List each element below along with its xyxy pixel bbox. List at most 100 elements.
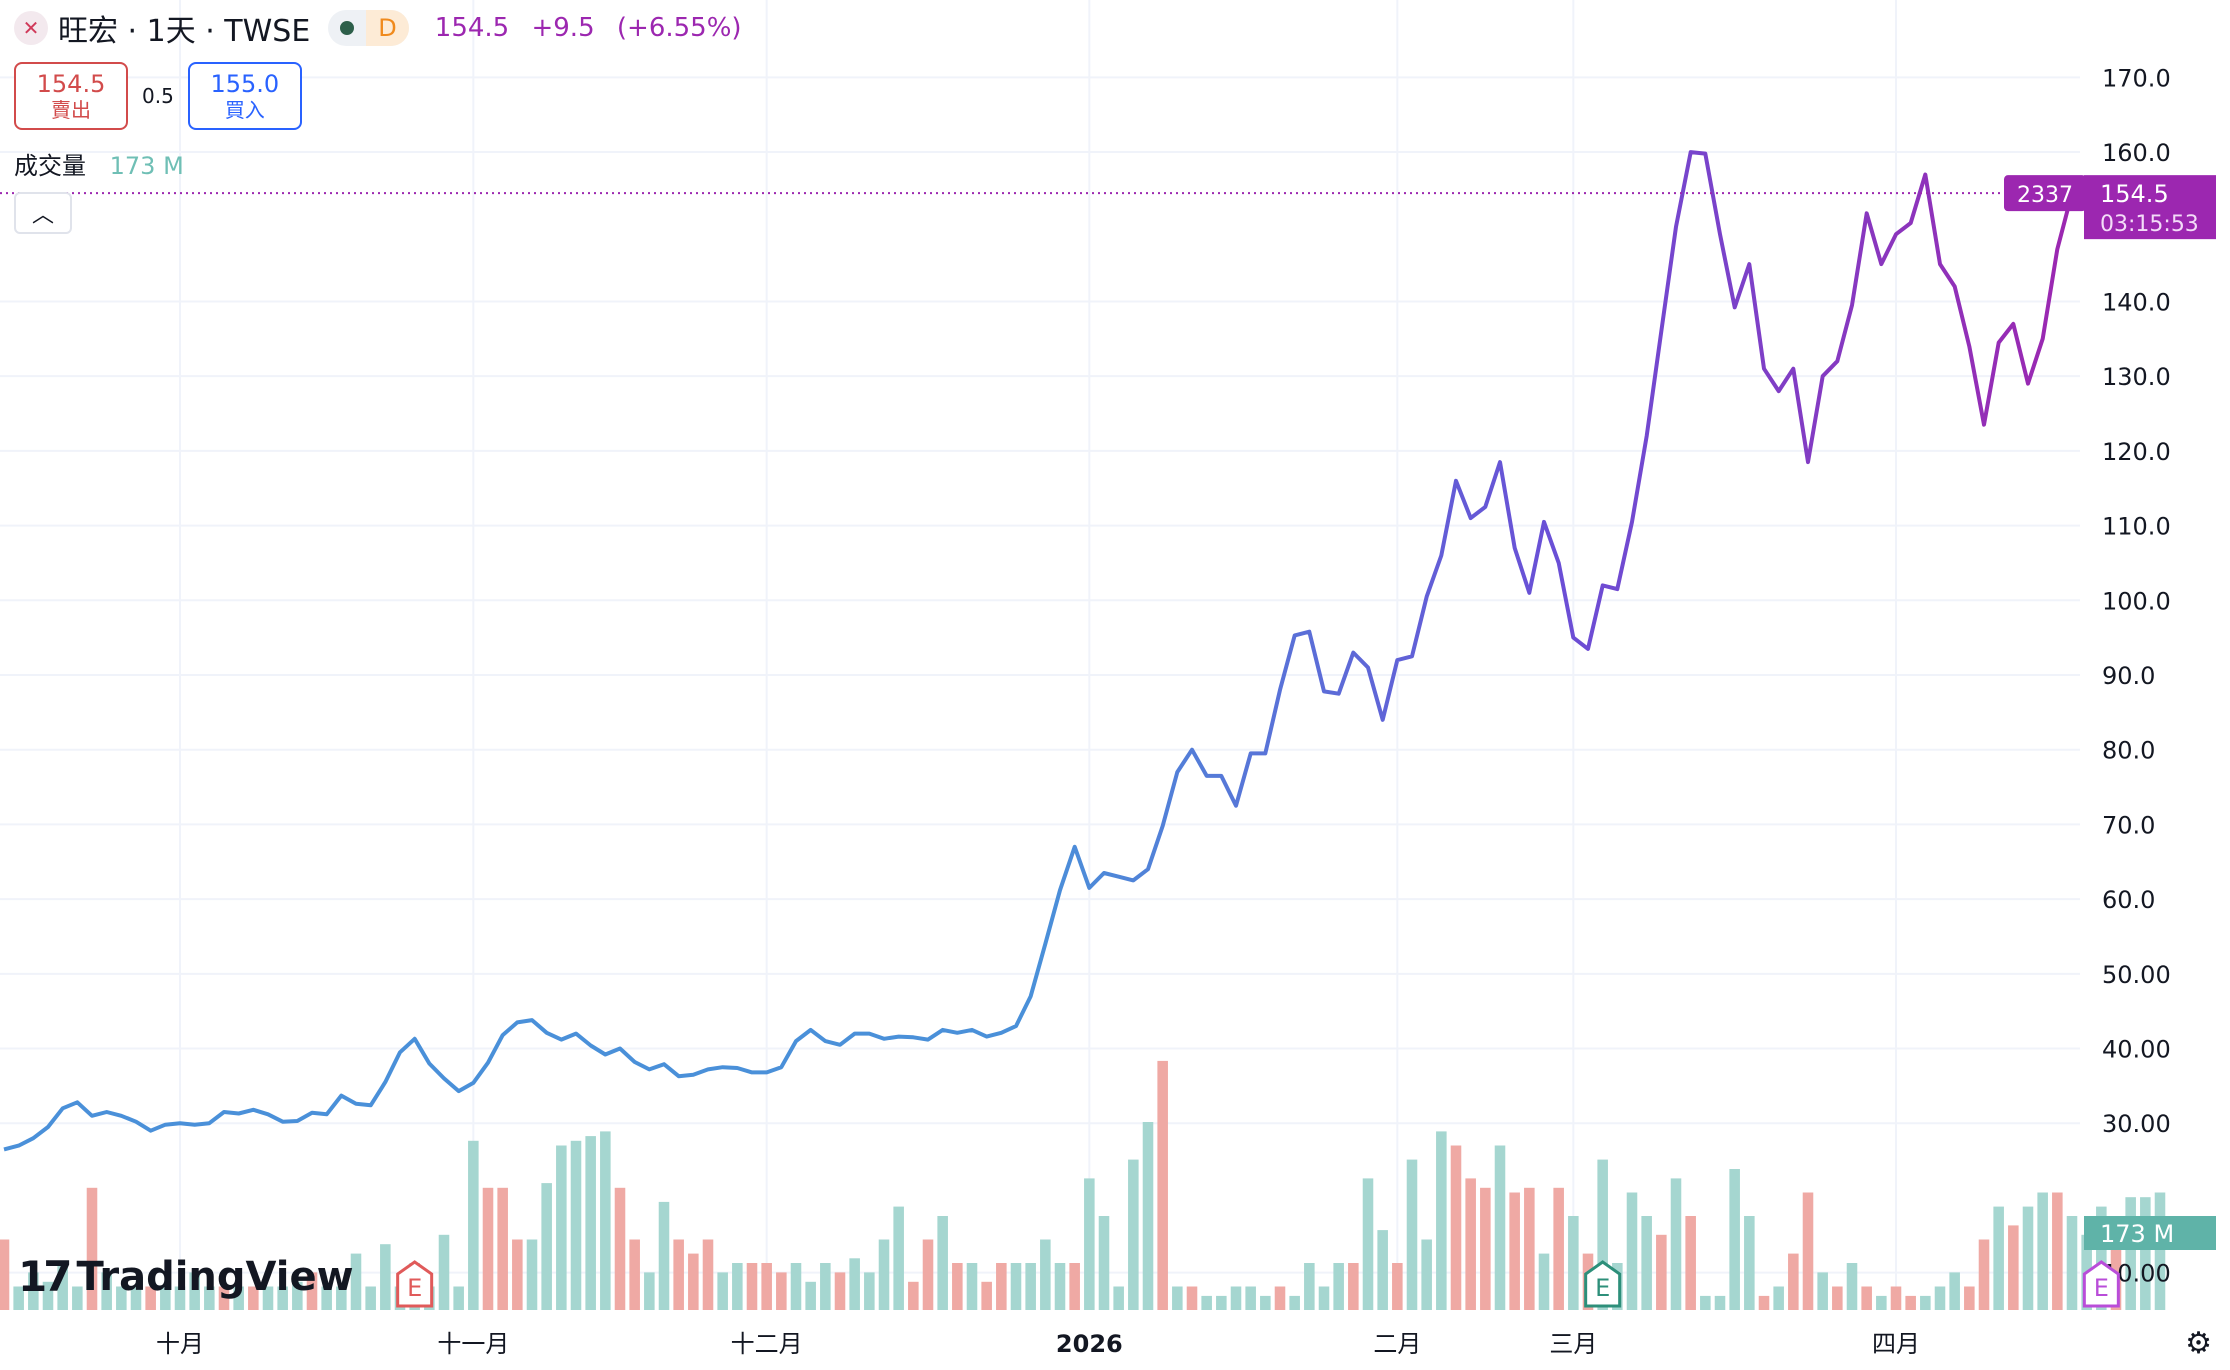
volume-legend[interactable]: 成交量 173 M [14,146,184,181]
volume-bar [996,1263,1007,1310]
symbol-logo-icon[interactable]: ✕ [14,11,48,45]
last-price-tag: 154.5 [2100,180,2169,208]
volume-bar [2037,1192,2048,1310]
volume-bar [1890,1286,1902,1310]
volume-bar [614,1187,626,1310]
volume-bar [1538,1253,1550,1310]
volume-bar [1142,1122,1154,1310]
y-tick-label: 140.0 [2102,288,2171,316]
volume-bar [204,1286,215,1310]
volume-bar [673,1239,684,1310]
tradingview-logo[interactable]: 17 TradingView [18,1252,354,1301]
price-series-line [3,150,2074,1152]
volume-bar [321,1286,332,1310]
volume-bar [1685,1216,1696,1310]
x-tick-label: 十月 [156,1330,204,1358]
volume-bar [981,1281,992,1310]
volume-tag-box [2084,1216,2216,1250]
volume-bar [1920,1295,1931,1310]
volume-bar [1069,1263,1080,1310]
y-tick-label: 40.00 [2102,1036,2171,1064]
volume-bar [1216,1295,1227,1310]
volume-bar [820,1263,831,1310]
volume-bar [248,1286,259,1310]
volume-bar [1128,1159,1139,1310]
volume-bar [1304,1263,1315,1310]
last-price-tag-box [2084,175,2216,240]
sell-button[interactable]: 154.5 賣出 [14,62,128,130]
price-axis[interactable]: 170.0 160.0 140.0 130.0 120.0 110.0 100.0 90.0 8… [2102,64,2171,1287]
volume-bar [1113,1286,1124,1310]
volume-bar [585,1136,596,1310]
volume-bar [1978,1239,1990,1310]
volume-bar [1054,1263,1066,1310]
volume-bar [28,1272,39,1310]
volume-bar [1993,1206,2004,1310]
y-tick-label: 100.0 [2102,587,2171,615]
volume-bar [600,1131,611,1310]
volume-bar [2125,1197,2136,1310]
volume-bar [336,1286,347,1310]
volume-bar [1670,1178,1682,1310]
collapse-legend-button[interactable]: ︿ [14,192,72,234]
settings-gear-icon[interactable]: ⚙ [2185,1326,2212,1361]
crosshair-label-box [2004,175,2086,212]
price-change: +9.5 [531,13,595,43]
volume-bar [292,1281,303,1310]
volume-bar [1700,1295,1711,1310]
volume-bar [570,1140,582,1310]
volume-bar [262,1286,274,1310]
volume-bar [893,1206,904,1310]
volume-bar [1377,1230,1388,1310]
symbol-title[interactable]: 旺宏 · 1天 · TWSE [58,14,311,49]
earnings-event-letter: E [407,1274,422,1302]
time-axis[interactable]: 十月 十一月 十二月 2026 二月 三月 四月 [156,1330,1920,1358]
volume-bar [1274,1286,1286,1310]
volume-bar [1392,1263,1403,1310]
earnings-event-letter: E [1595,1274,1610,1302]
volume-tag: 173 M [2100,1220,2174,1248]
volume-bar [1509,1192,1520,1310]
volume-bar [160,1286,171,1310]
buy-price: 155.0 [210,70,280,98]
volume-bar [1524,1187,1535,1310]
trade-panel: 154.5 賣出 0.5 155.0 買入 [14,62,302,130]
volume-bar [497,1187,508,1310]
volume-bar [1949,1272,1960,1310]
volume-bar [952,1263,963,1310]
y-tick-label: 60.0 [2102,886,2155,914]
volume-bar [937,1216,948,1310]
volume-bar [1817,1272,1828,1310]
volume-bar [2066,1216,2078,1310]
volume-bar [526,1239,538,1310]
volume-bar [922,1239,934,1310]
volume-bar [189,1272,200,1310]
earnings-event-letter: E [2094,1274,2109,1302]
volume-bar [1714,1295,1726,1310]
volume-bar [13,1286,24,1310]
market-status[interactable]: D [328,10,409,46]
buy-button[interactable]: 155.0 買入 [187,62,302,130]
volume-bar [2140,1197,2151,1310]
volume-bar [1876,1295,1887,1310]
volume-bar [233,1286,244,1310]
volume-bar [1172,1286,1183,1310]
volume-bar [1436,1131,1447,1310]
volume-bar [1964,1286,1975,1310]
volume-bar [1729,1169,1740,1310]
volume-bar [864,1272,875,1310]
volume-bar [629,1239,640,1310]
last-price: 154.5 [434,13,510,43]
y-tick-label: 170.0 [2102,64,2171,92]
volume-bar [1230,1286,1242,1310]
volume-bar [644,1272,655,1310]
volume-bar [350,1253,362,1310]
volume-bar [365,1286,376,1310]
volume-bar [805,1281,816,1310]
volume-bar [1333,1263,1344,1310]
volume-bar [556,1145,567,1310]
chart-header: ✕ 旺宏 · 1天 · TWSE D 154.5 +9.5 (+6.55%) [14,6,756,50]
volume-bar [380,1244,391,1310]
